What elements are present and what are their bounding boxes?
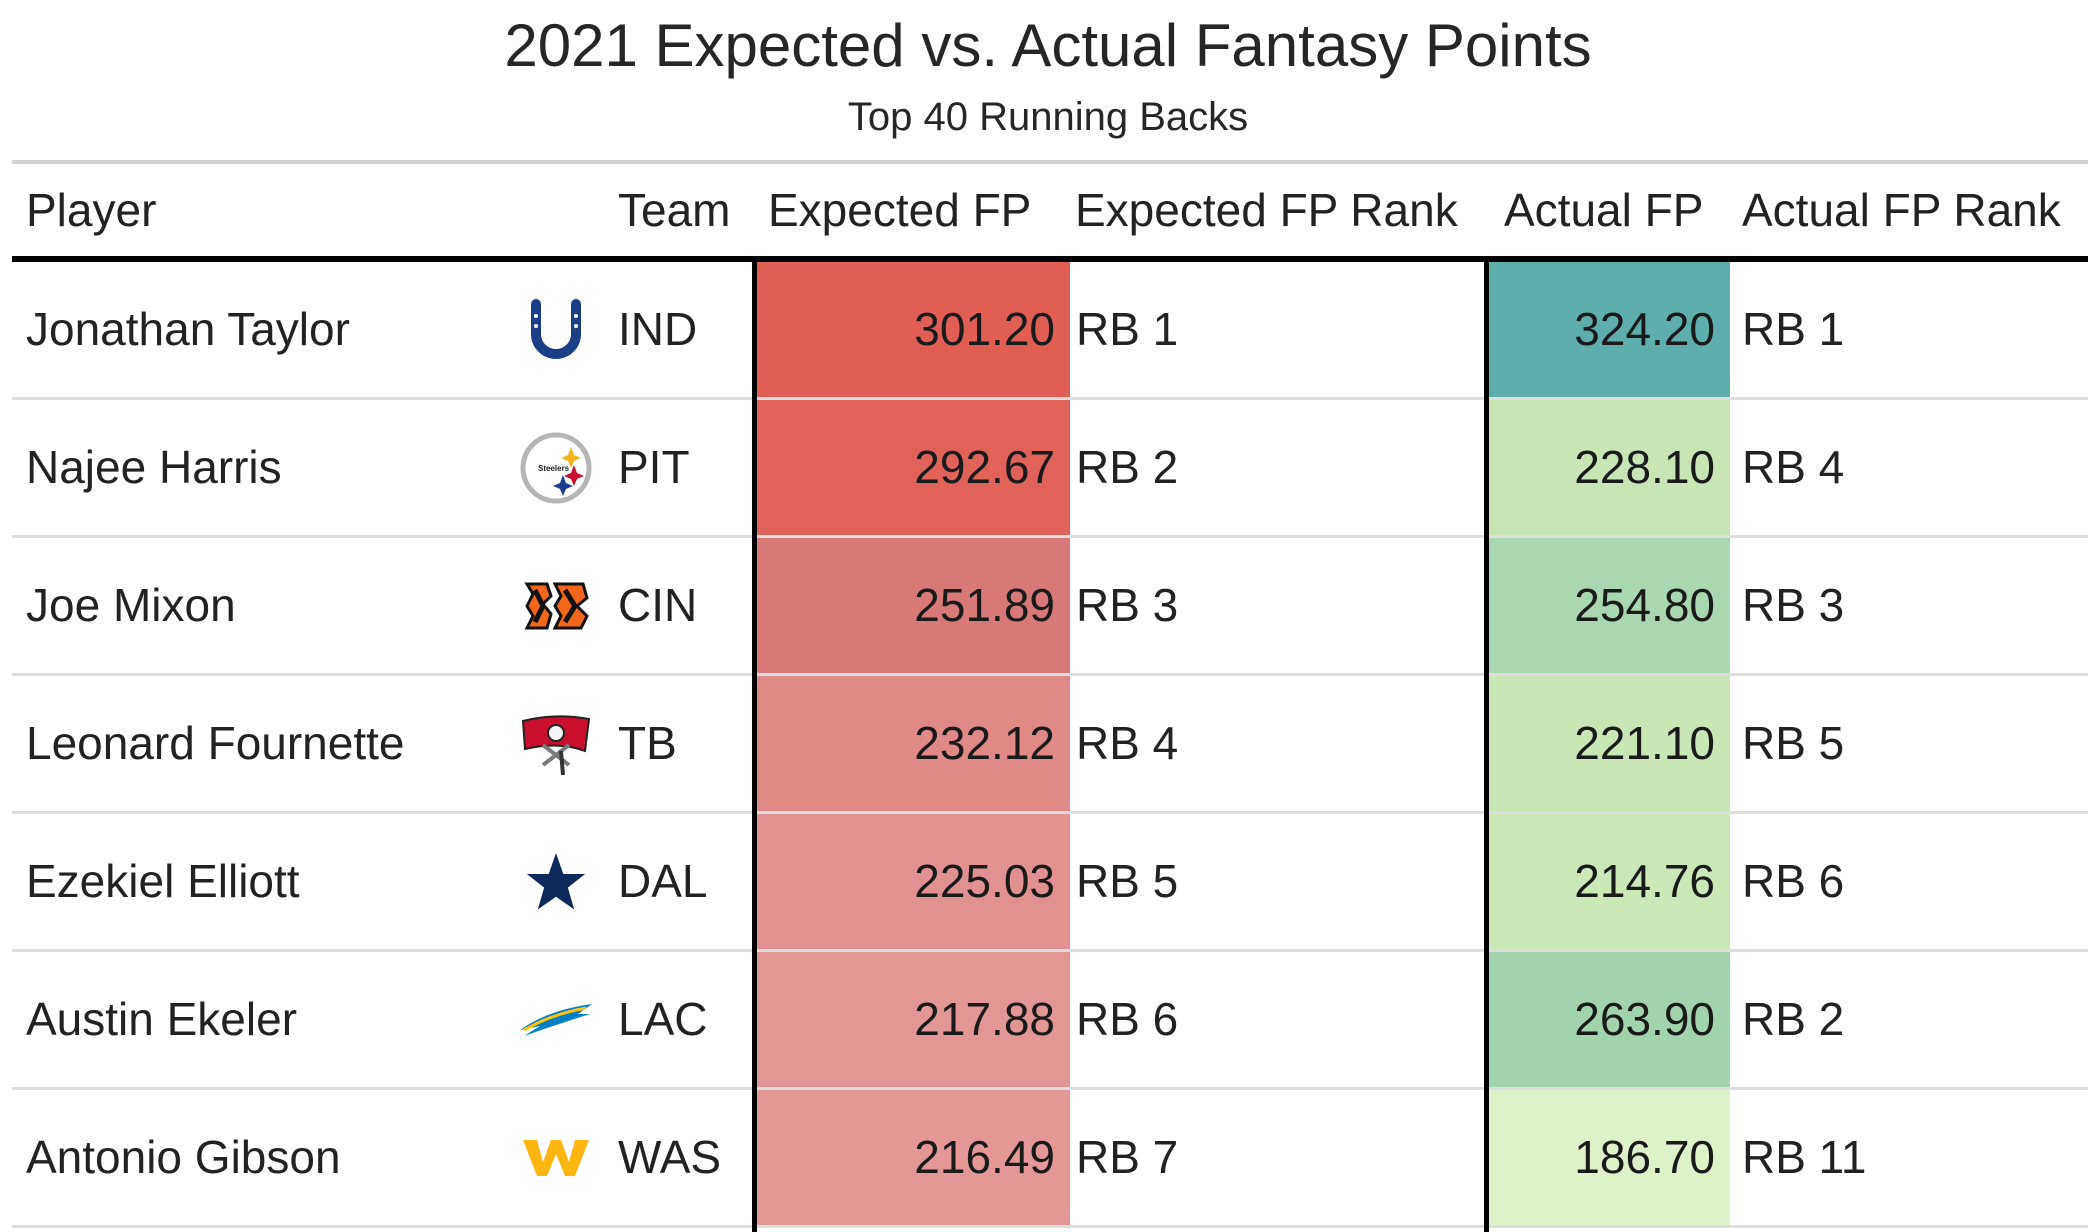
table-row: Joe Mixon CIN 251.89 RB 3 254.80 RB 3 [12, 538, 2088, 676]
expected-fp-rank: RB 1 [1076, 303, 1179, 355]
expected-fp-fill [755, 400, 1070, 535]
expected-divider [752, 262, 757, 1232]
table-row: Jonathan Taylor IND 301.20 RB 1 324.20 RB 1 [12, 262, 2088, 400]
player-name: Ezekiel Elliott [26, 855, 300, 907]
team-abbr: PIT [618, 441, 690, 493]
header-expected-fp: Expected FP [768, 184, 1032, 236]
expected-fp-fill [755, 1090, 1070, 1225]
actual-fp-rank: RB 2 [1742, 993, 1845, 1045]
actual-fp-fill [1487, 538, 1730, 673]
actual-fp-value: 254.80 [1574, 579, 1715, 631]
actual-fp-fill [1487, 400, 1730, 535]
header-player: Player [26, 184, 157, 236]
team-logo [516, 262, 596, 397]
expected-fp-rank: RB 7 [1076, 1131, 1179, 1183]
actual-fp-rank: RB 3 [1742, 579, 1845, 631]
row-divider [12, 1087, 2088, 1090]
team-logo: Steelers [516, 400, 596, 535]
expected-fp-value: 232.12 [914, 717, 1055, 769]
table-row: Ezekiel Elliott DAL 225.03 RB 5 214.76 RB 6 [12, 814, 2088, 952]
washington-w-icon [523, 1139, 589, 1176]
expected-fp-fill [755, 814, 1070, 949]
team-logo [516, 1090, 596, 1225]
team-abbr: IND [618, 303, 698, 355]
colts-horseshoe-icon [531, 298, 581, 359]
expected-fp-value: 225.03 [914, 855, 1055, 907]
expected-fp-rank: RB 3 [1076, 579, 1179, 631]
actual-fp-fill [1487, 952, 1730, 1087]
team-abbr: LAC [618, 993, 708, 1045]
header-rule [12, 256, 2088, 262]
expected-fp-fill [755, 952, 1070, 1087]
svg-text:Steelers: Steelers [538, 464, 570, 473]
expected-fp-fill [755, 262, 1070, 397]
table-row: Leonard Fournette TB 232.12 RB 4 221.10 RB 5 [12, 676, 2088, 814]
team-abbr: DAL [618, 855, 708, 907]
expected-fp-rank: RB 4 [1076, 717, 1179, 769]
actual-fp-rank: RB 4 [1742, 441, 1845, 493]
row-divider [12, 535, 2088, 538]
player-name: Najee Harris [26, 441, 282, 493]
expected-fp-value: 292.67 [914, 441, 1055, 493]
table-row: Antonio Gibson WAS 216.49 RB 7 186.70 RB 11 [12, 1090, 2088, 1228]
row-divider [12, 949, 2088, 952]
team-logo [516, 538, 596, 673]
header-team: Team [618, 184, 731, 236]
expected-fp-rank: RB 5 [1076, 855, 1179, 907]
header-actual-fp: Actual FP [1504, 184, 1704, 236]
chargers-bolt-icon [520, 1003, 592, 1036]
actual-fp-fill [1487, 814, 1730, 949]
team-abbr: TB [618, 717, 677, 769]
row-divider [12, 811, 2088, 814]
actual-fp-fill [1487, 676, 1730, 811]
team-logo [516, 676, 596, 811]
team-logo [516, 952, 596, 1087]
actual-fp-value: 324.20 [1574, 303, 1715, 355]
cowboys-star-icon [521, 846, 591, 914]
table-row: Austin Ekeler LAC 217.88 RB 6 263.90 RB 2 [12, 952, 2088, 1090]
player-name: Joe Mixon [26, 579, 236, 631]
expected-fp-value: 301.20 [914, 303, 1055, 355]
actual-fp-value: 263.90 [1574, 993, 1715, 1045]
actual-fp-value: 214.76 [1574, 855, 1715, 907]
player-name: Antonio Gibson [26, 1131, 341, 1183]
chart-subtitle: Top 40 Running Backs [847, 95, 1249, 139]
team-logo [516, 814, 596, 949]
actual-fp-fill [1487, 1090, 1730, 1225]
expected-fp-value: 216.49 [914, 1131, 1055, 1183]
team-abbr: CIN [618, 579, 698, 631]
header-actual-fp-rank: Actual FP Rank [1742, 184, 2061, 236]
table-row: Najee Harris Steelers PIT 292.67 RB 2 228.1… [12, 400, 2088, 538]
actual-fp-rank: RB 1 [1742, 303, 1845, 355]
actual-fp-rank: RB 5 [1742, 717, 1845, 769]
actual-fp-fill [1487, 262, 1730, 397]
expected-fp-rank: RB 2 [1076, 441, 1179, 493]
player-name: Austin Ekeler [26, 993, 298, 1045]
expected-fp-rank: RB 6 [1076, 993, 1179, 1045]
row-divider [12, 673, 2088, 676]
actual-fp-value: 186.70 [1574, 1131, 1715, 1183]
expected-fp-fill [755, 676, 1070, 811]
row-divider [12, 1225, 2088, 1228]
actual-divider [1484, 262, 1489, 1232]
chart-title: 2021 Expected vs. Actual Fantasy Points [504, 12, 1592, 79]
buccaneers-flag-icon [521, 714, 591, 775]
team-abbr: WAS [618, 1131, 722, 1183]
steelers-hypocycloid-icon: Steelers [520, 432, 592, 503]
top-rule [12, 160, 2088, 164]
expected-fp-value: 251.89 [914, 579, 1055, 631]
row-divider [12, 397, 2088, 400]
player-name: Jonathan Taylor [26, 303, 350, 355]
actual-fp-value: 228.10 [1574, 441, 1715, 493]
header-expected-fp-rank: Expected FP Rank [1075, 184, 1458, 236]
actual-fp-value: 221.10 [1574, 717, 1715, 769]
actual-fp-rank: RB 11 [1742, 1131, 1867, 1183]
bengals-stripes-icon [524, 582, 589, 629]
player-name: Leonard Fournette [26, 717, 405, 769]
actual-fp-rank: RB 6 [1742, 855, 1845, 907]
expected-fp-value: 217.88 [914, 993, 1055, 1045]
expected-fp-fill [755, 538, 1070, 673]
